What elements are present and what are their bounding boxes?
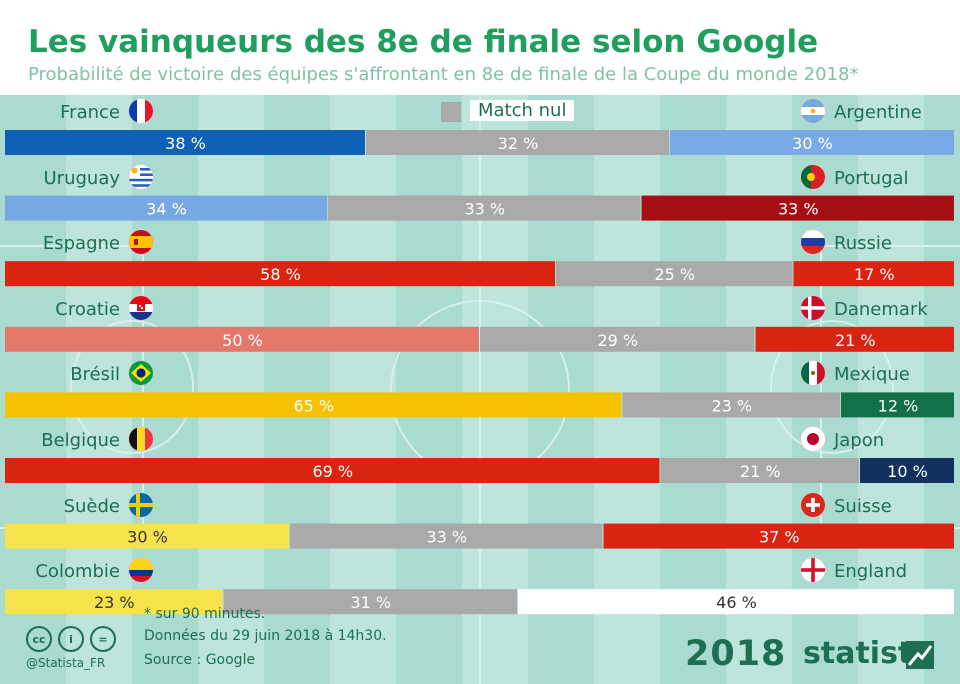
data-label-draw: 23 % (711, 396, 752, 415)
bar-segment-draw (328, 195, 641, 221)
bar-segment-away (860, 458, 954, 483)
team-name-away: Portugal (834, 167, 909, 189)
team-name-away: Suisse (834, 495, 892, 517)
bar-segment-draw (223, 589, 517, 615)
world-cup-2018-logo: 2018 (685, 634, 787, 674)
data-label-away: 30 % (792, 134, 833, 153)
footnote: * sur 90 minutes. (144, 606, 266, 622)
data-label-draw: 25 % (654, 265, 695, 284)
france-flag (129, 99, 153, 123)
attribution-icon: i (58, 626, 84, 652)
twitter-handle: @Statista_FR (26, 656, 106, 670)
data-label-home: 69 % (312, 462, 353, 481)
bar-segment-draw (660, 458, 859, 483)
uruguay-flag (129, 164, 153, 189)
team-name-away: Danemark (834, 298, 928, 320)
team-name-away: Japon (834, 430, 885, 451)
croatia-flag (129, 295, 153, 320)
data-label-draw: 33 % (426, 528, 467, 547)
bar-segment-away (755, 326, 954, 352)
team-name-away: Mexique (834, 364, 910, 386)
team-name-home: Uruguay (43, 167, 121, 189)
portugal-flag (801, 164, 825, 189)
argentina-flag (801, 99, 825, 123)
chart-title: Les vainqueurs des 8e de finale selon Go… (28, 24, 819, 60)
data-label-draw: 31 % (350, 593, 391, 612)
denmark-flag (801, 295, 825, 320)
bar-segment-home (5, 130, 365, 155)
bar-segment-away (641, 195, 954, 221)
team-name-home: Colombie (35, 561, 120, 583)
team-name-home: Espagne (42, 233, 120, 255)
data-label-home: 58 % (260, 265, 301, 284)
sweden-flag (129, 492, 153, 517)
bar-segment-away (603, 523, 954, 549)
data-label-away: 33 % (778, 200, 819, 219)
bar-segment-draw (290, 523, 603, 549)
bar-segment-home (5, 523, 289, 549)
license-icons: cc i = (26, 626, 116, 652)
legend-draw-label: Match nul (470, 100, 575, 121)
team-name-home: Croatie (55, 298, 120, 320)
statista-logo-icon (906, 641, 934, 669)
spain-flag (129, 230, 153, 255)
legend-draw-swatch (441, 102, 461, 122)
bar-segment-away (841, 392, 954, 418)
source-line: Source : Google (144, 652, 256, 668)
team-name-away: Argentine (834, 102, 922, 123)
noderivs-icon: = (90, 626, 116, 652)
team-name-home: France (60, 102, 120, 123)
england-flag (801, 558, 825, 583)
colombia-flag (129, 558, 153, 583)
data-label-draw: 21 % (740, 462, 781, 481)
team-name-away: Russie (834, 233, 892, 255)
switzerland-flag (801, 492, 825, 517)
data-label-away: 21 % (835, 331, 876, 350)
team-name-home: Suède (63, 495, 120, 517)
belgium-flag (129, 427, 153, 451)
bar-segment-away (670, 130, 954, 155)
bar-segment-home (5, 195, 327, 221)
bar-segment-draw (480, 326, 755, 352)
data-label-away: 12 % (878, 396, 919, 415)
team-name-home: Belgique (41, 430, 120, 451)
team-name-away: England (834, 561, 908, 583)
bar-segment-home (5, 261, 555, 287)
data-label-draw: 29 % (597, 331, 638, 350)
data-label-draw: 33 % (464, 200, 505, 219)
bar-segment-home (5, 458, 660, 483)
data-label-home: 65 % (293, 396, 334, 415)
team-name-home: Brésil (70, 364, 120, 386)
bar-segment-home (5, 589, 223, 615)
bar-segment-draw (366, 130, 669, 155)
data-label-home: 23 % (94, 593, 135, 612)
data-label-away: 10 % (887, 462, 928, 481)
bar-segment-home (5, 392, 622, 418)
japan-flag (801, 427, 825, 451)
bar-segment-draw (556, 261, 793, 287)
data-label-away: 46 % (716, 593, 757, 612)
data-label-home: 50 % (222, 331, 263, 350)
data-label-home: 34 % (146, 200, 187, 219)
bar-segment-away (518, 589, 954, 615)
bar-segment-away (793, 261, 954, 287)
bar-segment-draw (622, 392, 840, 418)
data-label-draw: 32 % (498, 134, 539, 153)
russia-flag (801, 230, 825, 255)
mexico-flag (801, 361, 825, 386)
chart-subtitle: Probabilité de victoire des équipes s'af… (28, 64, 859, 85)
cc-icon: cc (26, 626, 52, 652)
pitch-background (0, 95, 960, 684)
data-label-home: 38 % (165, 134, 206, 153)
data-date: Données du 29 juin 2018 à 14h30. (144, 628, 387, 644)
brazil-flag (129, 361, 153, 386)
data-label-away: 17 % (854, 265, 895, 284)
data-label-home: 30 % (127, 528, 168, 547)
data-label-away: 37 % (759, 528, 800, 547)
bar-segment-home (5, 326, 479, 352)
